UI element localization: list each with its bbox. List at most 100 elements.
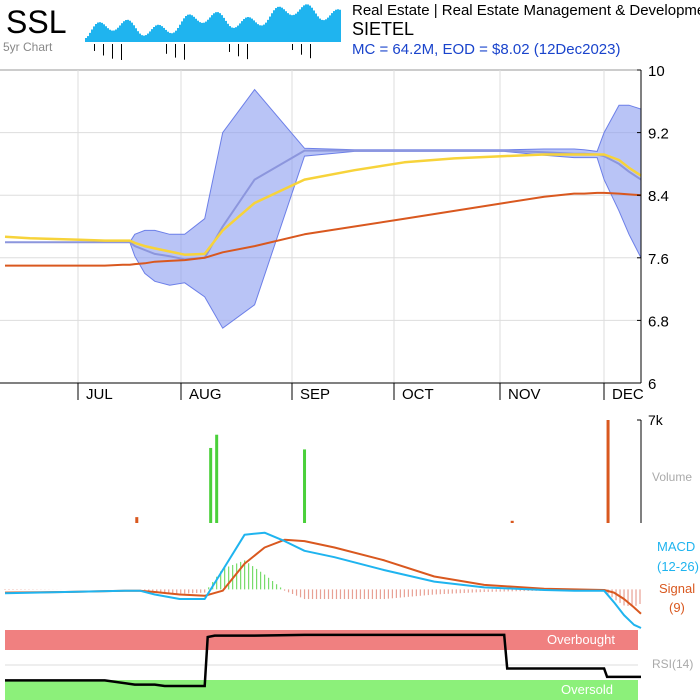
price-y-tick: 7.6: [648, 251, 669, 268]
sparkline-bar: [305, 4, 307, 42]
macd-label: MACD: [657, 539, 695, 554]
sparkline-bar: [229, 26, 231, 42]
sparkline-bar: [173, 32, 175, 42]
sparkline-volume-tick: [103, 44, 104, 56]
sparkline-bar: [187, 14, 189, 42]
long-ema-line: [5, 191, 642, 267]
sparkline-bar: [149, 31, 151, 42]
sparkline-bar: [179, 24, 181, 42]
sparkline-bar: [321, 19, 323, 42]
macd-params: (12-26): [657, 559, 699, 574]
header: SSL 5yr Chart Real Estate | Real Estate …: [3, 2, 700, 60]
sparkline-bar: [163, 27, 165, 42]
signal-line: [4, 538, 642, 615]
sparkline-bar: [95, 23, 97, 42]
sparkline-bar: [263, 24, 265, 42]
sparkline-bar: [139, 33, 141, 42]
sparkline-bar: [185, 16, 187, 42]
sparkline-bar: [339, 9, 341, 42]
sparkline-bar: [129, 20, 131, 42]
sparkline-bar: [325, 19, 327, 42]
sparkline-bar: [261, 25, 263, 42]
sparkline-bar: [275, 8, 277, 43]
sparkline-bar: [111, 30, 113, 42]
sparkline-bar: [319, 18, 321, 42]
sparkline-bar: [97, 22, 99, 42]
sparkline-bar: [153, 27, 155, 42]
sparkline-bar: [127, 19, 129, 42]
sparkline-bar: [203, 22, 205, 42]
price-line: [5, 149, 642, 261]
sparkline-bar: [327, 17, 329, 42]
sparkline-bar: [183, 18, 185, 42]
volume-label: Volume: [652, 470, 692, 484]
price-series: [4, 149, 642, 267]
sparkline-bar: [91, 29, 93, 42]
sparkline-bar: [301, 7, 303, 43]
sparkline-bar: [135, 28, 137, 42]
sparkline-bar: [235, 27, 237, 42]
sparkline-bar: [177, 27, 179, 42]
sparkline-bar: [175, 30, 177, 42]
volume-bar: [303, 449, 307, 523]
sparkline-bar: [131, 22, 133, 42]
sparkline-bar: [331, 13, 333, 43]
sparkline-bar: [291, 15, 293, 43]
sparkline-bar: [297, 11, 299, 43]
rsi-panel: Overbought Oversold RSI(14): [5, 630, 693, 700]
sparkline-bar: [313, 10, 315, 42]
sparkline-bar: [197, 20, 199, 42]
sparkline-bar: [295, 13, 297, 42]
macd-histogram: [4, 560, 641, 607]
volume-bar: [209, 447, 213, 523]
sparkline-bar: [227, 23, 229, 42]
rsi-label: RSI(14): [652, 657, 693, 671]
sparkline-bar: [145, 35, 147, 42]
sparkline-bar: [281, 7, 283, 42]
sparkline-bar: [87, 36, 89, 42]
volume-bar: [215, 434, 219, 523]
sparkline-bar: [253, 20, 255, 42]
sparkline-bar: [279, 6, 281, 43]
short-ema-line: [4, 153, 642, 256]
sparkline-bar: [249, 17, 251, 42]
volume-panel: 7k Volume: [135, 412, 692, 523]
sparkline-bar: [89, 32, 91, 42]
sparkline-bar: [225, 20, 227, 42]
sparkline-bar: [159, 25, 161, 42]
price-y-tick: 6: [648, 376, 656, 393]
sparkline-bar: [303, 5, 305, 42]
sparkline-bar: [277, 6, 279, 43]
month-tick: SEP: [300, 386, 330, 403]
five-year-sparkline[interactable]: [85, 4, 341, 60]
sparkline-bar: [299, 9, 301, 42]
signal-label: Signal: [659, 581, 695, 596]
sparkline-bar: [243, 19, 245, 42]
sparkline-bar: [217, 12, 219, 42]
sparkline-bar: [113, 30, 115, 42]
sparkline-volume-tick: [121, 44, 122, 60]
price-y-tick: 9.2: [648, 126, 669, 143]
stats-line: MC = 64.2M, EOD = $8.02 (12Dec2023): [352, 41, 620, 58]
sparkline-bar: [255, 22, 257, 42]
sparkline-volume-tick: [238, 44, 239, 57]
sparkline-bar: [287, 13, 289, 42]
macd-line: [4, 531, 642, 629]
sparkline-bar: [115, 29, 117, 42]
sparkline-bar: [157, 24, 159, 42]
sparkline-bar: [293, 14, 295, 42]
sparkline-volume-tick: [301, 44, 302, 55]
sparkline-bar: [167, 31, 169, 42]
sparkline-bar: [109, 29, 111, 42]
sparkline-bar: [133, 25, 135, 42]
price-y-tick: 8.4: [648, 188, 669, 205]
price-y-axis: 10 9.2 8.4 7.6 6.8 6: [637, 63, 669, 393]
sparkline-bar: [257, 24, 259, 42]
macd-panel: MACD (12-26) Signal (9): [4, 531, 699, 629]
sparkline-bar: [147, 33, 149, 42]
month-tick: DEC: [612, 386, 644, 403]
sparkline-bar: [199, 22, 201, 42]
sparkline-bar: [213, 13, 215, 43]
sparkline-bar: [201, 22, 203, 42]
macd-lines: [4, 531, 642, 629]
